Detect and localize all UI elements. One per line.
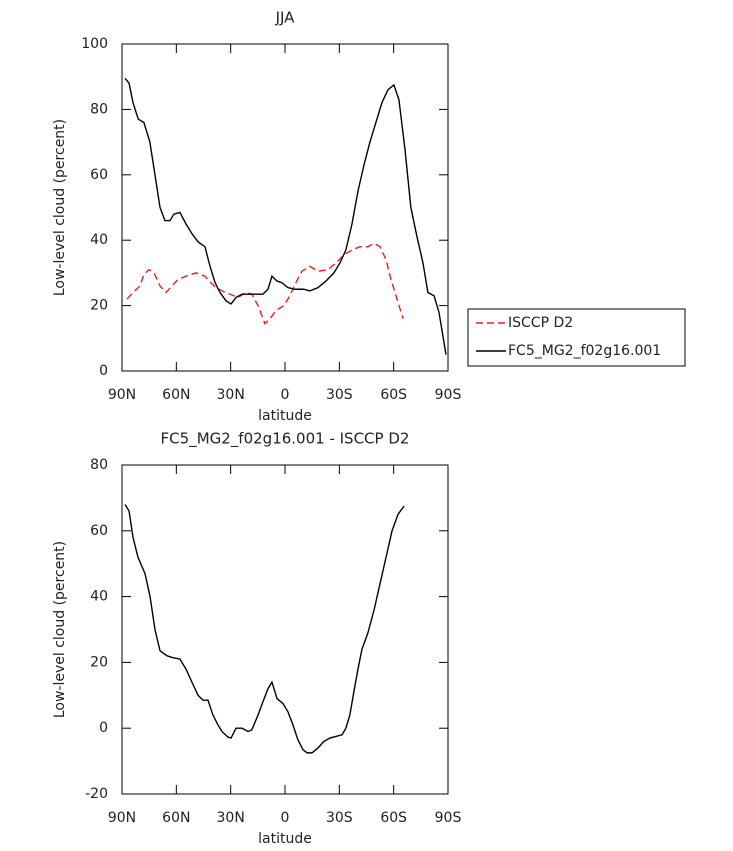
y-axis-label: Low-level cloud (percent) [52,541,68,718]
plot-frame [121,464,449,795]
x-tick-label: 60N [162,387,190,403]
x-axis-label: latitude [258,831,312,847]
y-tick-label: 60 [90,523,108,539]
x-axis-label: latitude [258,408,312,424]
data-line [124,77,447,355]
y-tick-label: 20 [90,654,108,670]
y-axis-label: Low-level cloud (percent) [52,119,68,296]
y-tick-label: 60 [90,167,108,183]
chart-title: FC5_MG2_f02g16.001 - ISCCP D2 [161,430,410,449]
y-tick-label: 100 [81,36,108,52]
y-tick-label: 40 [90,589,108,605]
x-tick-label: 90N [108,810,136,826]
x-tick-label: 30S [326,810,353,826]
x-tick-label: 60S [380,810,407,826]
x-tick-label: 30N [217,810,245,826]
legend-label: ISCCP D2 [508,315,573,331]
legend-box [467,308,686,367]
x-tick-label: 0 [281,387,290,403]
chart-title: JJA [275,9,296,27]
y-tick-label: -20 [85,786,108,802]
legend-label: FC5_MG2_f02g16.001 [508,343,661,359]
y-tick-label: 0 [99,363,108,379]
x-tick-label: 90N [108,387,136,403]
x-tick-label: 60N [162,810,190,826]
x-tick-label: 30S [326,387,353,403]
x-tick-label: 30N [217,387,245,403]
x-tick-label: 0 [281,810,290,826]
y-tick-label: 40 [90,232,108,248]
y-tick-label: 80 [90,457,108,473]
x-tick-label: 90S [435,387,462,403]
data-line [126,242,404,325]
y-tick-label: 20 [90,298,108,314]
plot-frame [121,43,449,372]
x-tick-label: 90S [435,810,462,826]
y-tick-label: 80 [90,101,108,117]
y-tick-label: 0 [99,720,108,736]
data-line [124,504,405,754]
x-tick-label: 60S [380,387,407,403]
